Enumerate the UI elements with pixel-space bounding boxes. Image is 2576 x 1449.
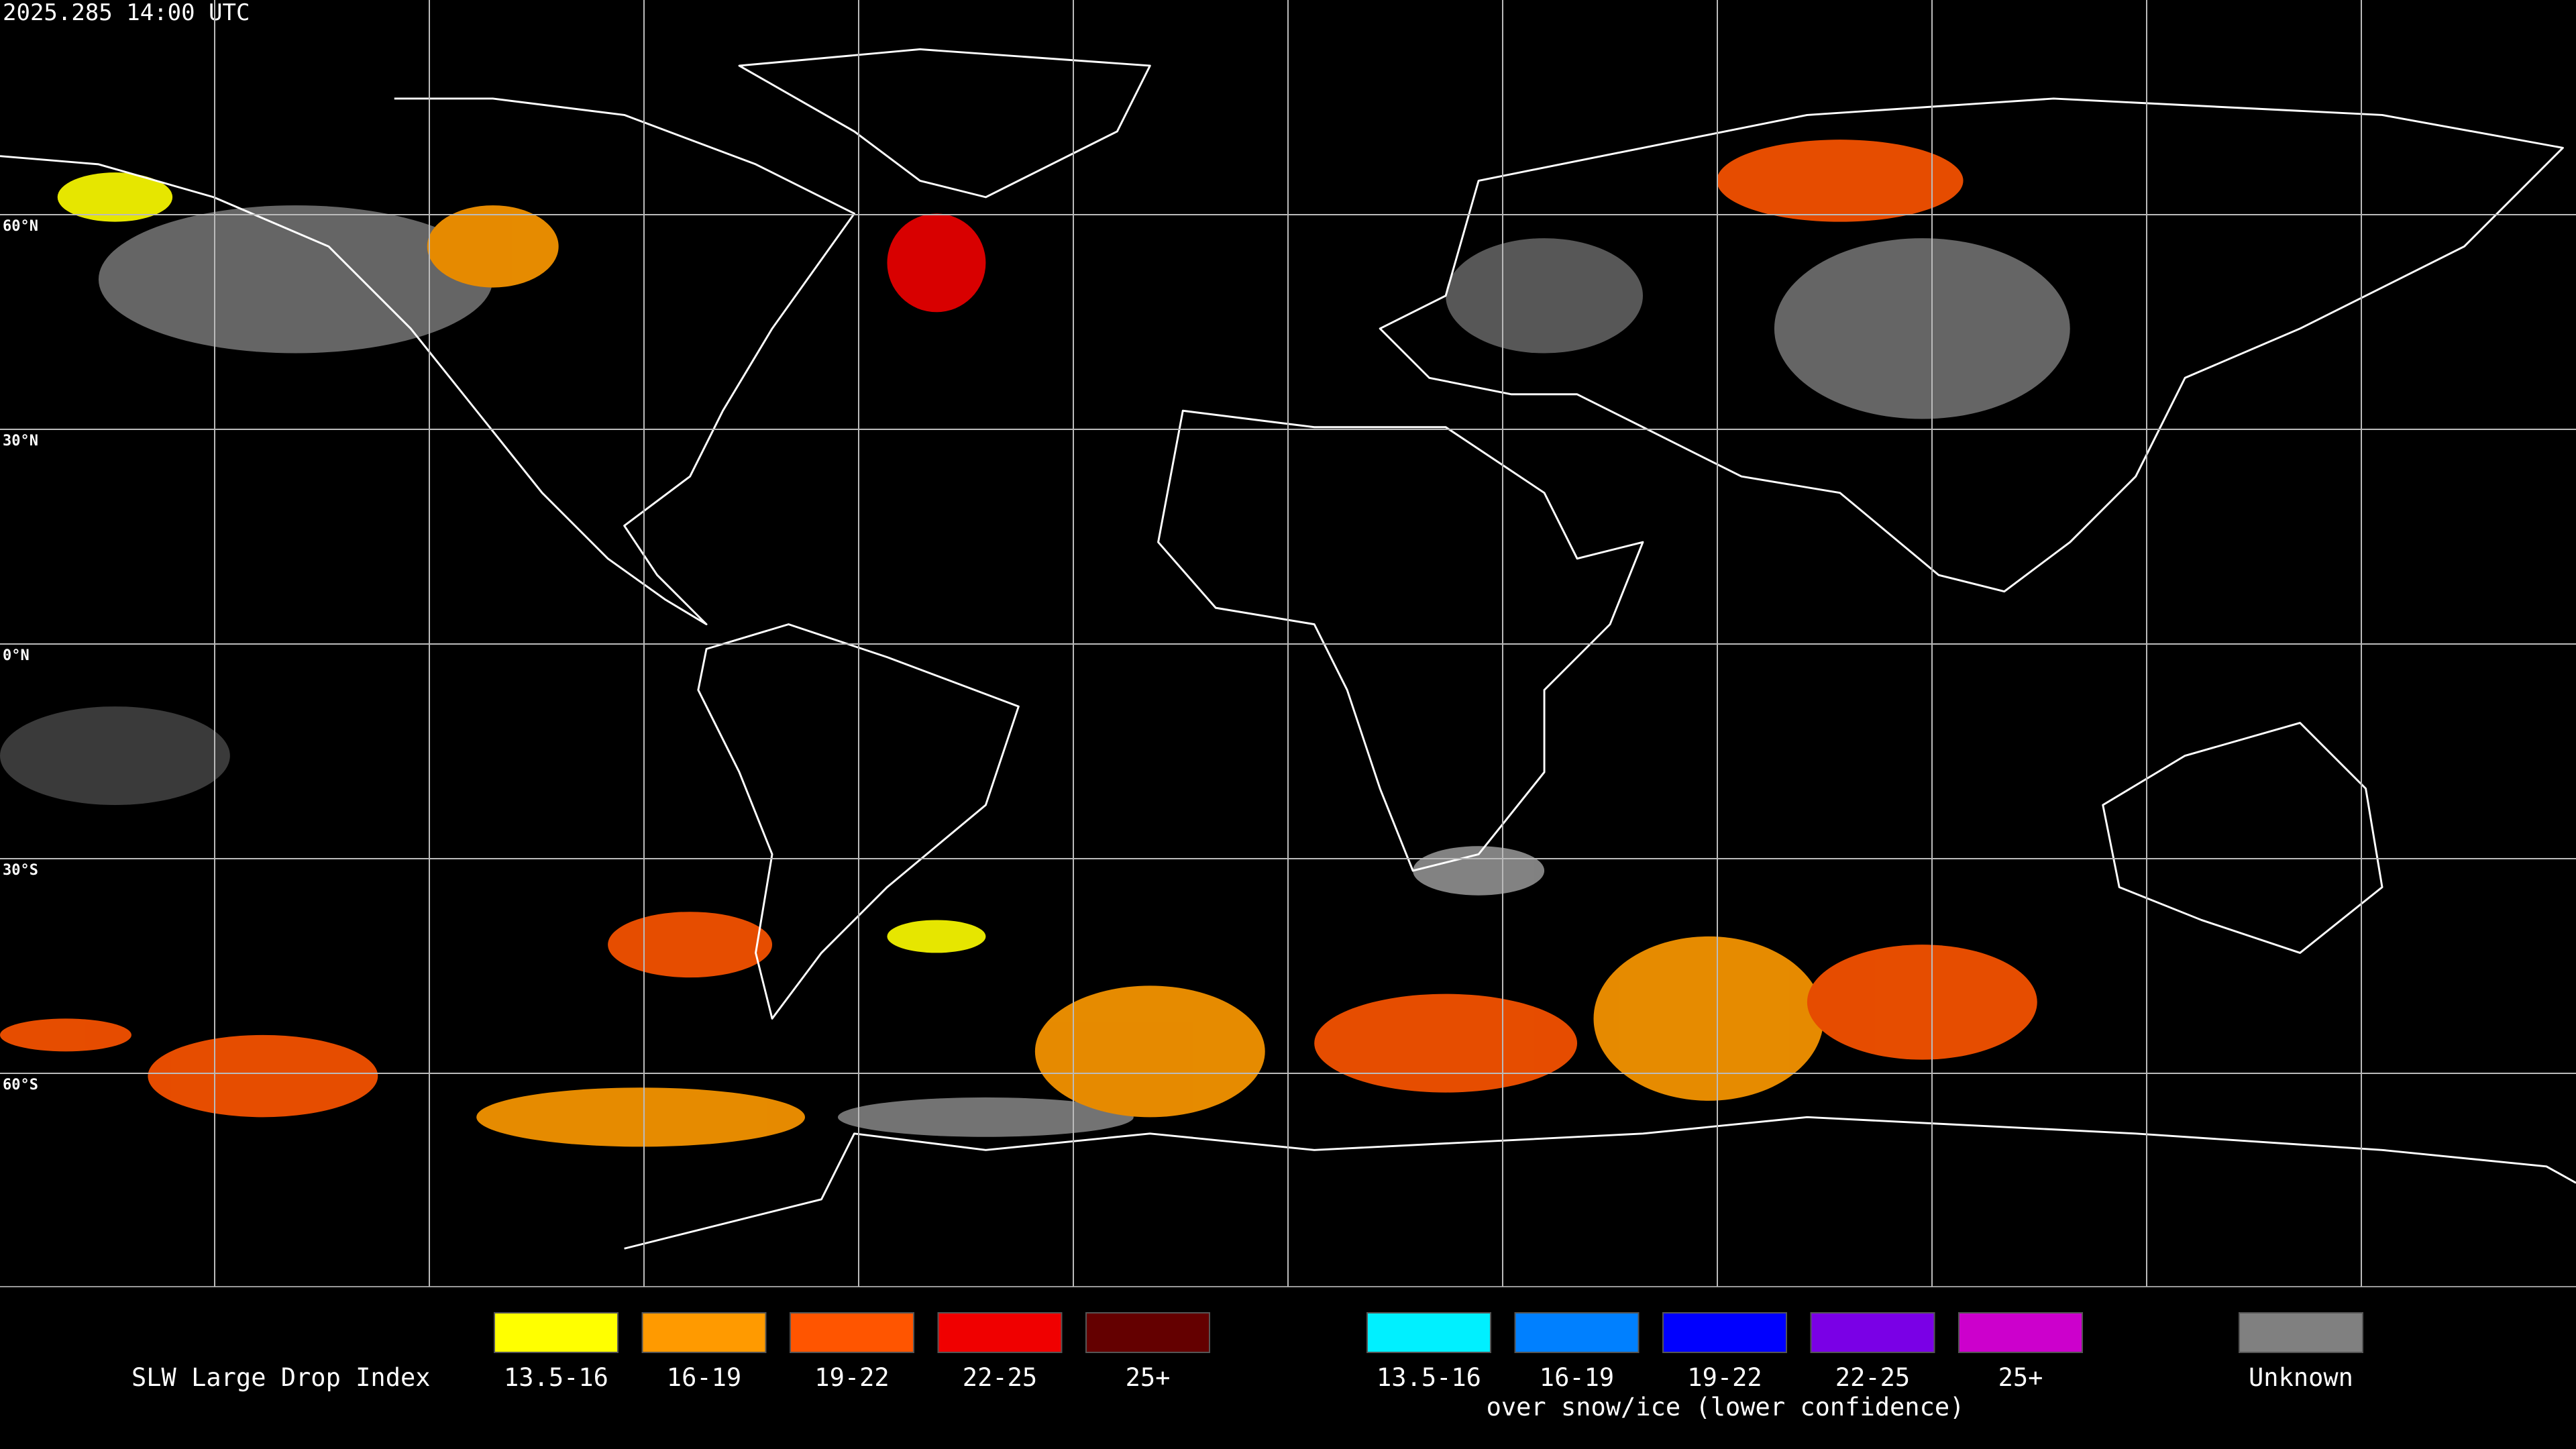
cloud-patch — [1774, 238, 2070, 419]
legend-label: 16-19 — [667, 1363, 741, 1392]
legend-label: 19-22 — [814, 1363, 889, 1392]
coastline — [738, 48, 1151, 199]
coastline — [1379, 97, 2564, 593]
legend-swatch — [1958, 1312, 2083, 1353]
timestamp: 2025.285 14:00 UTC — [3, 0, 250, 26]
cloud-patch — [148, 1034, 378, 1118]
latitude-label: 30°S — [3, 862, 38, 879]
legend-label: 22-25 — [963, 1363, 1037, 1392]
legend-swatch — [1810, 1312, 1935, 1353]
legend-caption: over snow/ice (lower confidence) — [1487, 1393, 1965, 1421]
cloud-patch — [0, 1018, 131, 1052]
cloud-patch — [476, 1087, 806, 1147]
cloud-patch — [1034, 985, 1265, 1118]
legend-label: Unknown — [2249, 1363, 2353, 1392]
coastline — [697, 623, 1020, 1020]
legend-swatch — [937, 1312, 1063, 1353]
legend-label: 25+ — [1126, 1363, 1171, 1392]
coastline — [0, 97, 855, 626]
cloud-patch — [608, 912, 773, 978]
cloud-patch — [1314, 994, 1578, 1093]
cloud-patch — [1717, 140, 1964, 222]
legend-label: 19-22 — [1687, 1363, 1762, 1392]
cloud-patch — [1593, 936, 1824, 1101]
cloud-patch — [837, 1097, 1134, 1137]
cloud-patch — [887, 213, 986, 313]
legend-swatch — [1085, 1312, 1210, 1353]
cloud-patch — [1807, 945, 2037, 1060]
cloud-patch — [887, 920, 986, 953]
cloud-patch — [427, 205, 559, 288]
coastline — [1157, 409, 1644, 872]
legend-swatch — [790, 1312, 914, 1353]
legend-swatch — [1662, 1312, 1787, 1353]
legend-swatch — [1366, 1312, 1491, 1353]
latitude-label: 60°S — [3, 1077, 38, 1093]
legend-swatch — [641, 1312, 767, 1353]
legend-title: SLW Large Drop Index — [131, 1363, 431, 1392]
legend-swatch — [494, 1312, 619, 1353]
legend-label: 16-19 — [1540, 1363, 1614, 1392]
coastline — [624, 1116, 2576, 1250]
legend-label: 13.5-16 — [1377, 1363, 1481, 1392]
cloud-patch — [1446, 238, 1643, 354]
legend-label: 13.5-16 — [504, 1363, 608, 1392]
latitude-label: 30°N — [3, 433, 38, 449]
cloud-patch — [0, 706, 230, 806]
legend-swatch — [1514, 1312, 1640, 1353]
cloud-field — [0, 140, 2070, 1147]
legend-swatch — [2239, 1312, 2363, 1353]
cloud-patch — [98, 205, 493, 354]
legend-label: 22-25 — [1835, 1363, 1910, 1392]
latitude-label: 0°N — [3, 647, 30, 664]
coastlines — [0, 48, 2576, 1250]
legend-label: 25+ — [1998, 1363, 2043, 1392]
cloud-patch — [57, 172, 173, 222]
latitude-label: 60°N — [3, 218, 38, 235]
